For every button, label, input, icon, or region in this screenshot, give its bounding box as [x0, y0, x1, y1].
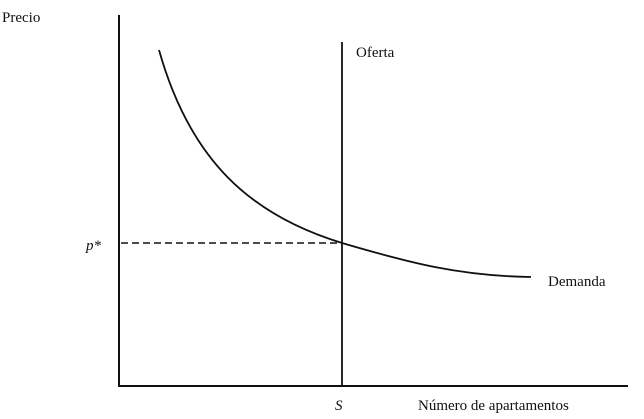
demand-curve [158, 49, 532, 278]
demand-label: Demanda [548, 274, 606, 290]
supply-label: Oferta [356, 45, 395, 61]
equilibrium-price-label: p* [85, 238, 102, 254]
y-axis-label: Precio [2, 10, 40, 26]
quantity-label: S [335, 398, 343, 414]
x-axis-label: Número de apartamentos [418, 398, 569, 414]
